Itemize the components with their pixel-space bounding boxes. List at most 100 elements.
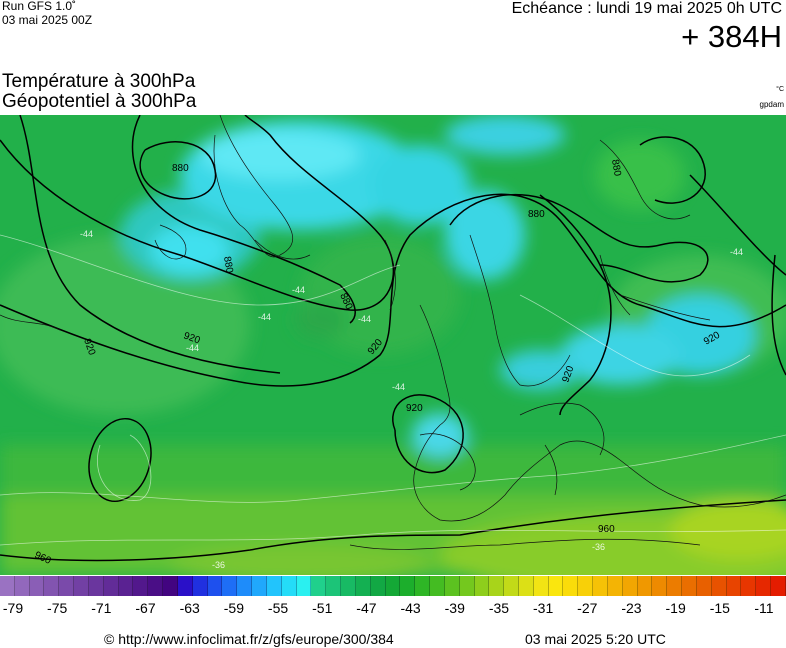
- run-date: 03 mai 2025 00Z: [2, 13, 93, 27]
- colorbar-swatch: [148, 576, 164, 596]
- colorbar-swatch: [726, 576, 742, 596]
- isotherm-label: -44: [186, 343, 199, 353]
- colorbar-swatch: [385, 576, 401, 596]
- colorbar-swatch: [370, 576, 386, 596]
- colorbar-tick-label: -55: [267, 600, 289, 616]
- colorbar-swatch: [29, 576, 45, 596]
- colorbar-swatch: [637, 576, 653, 596]
- colorbar-swatch: [696, 576, 712, 596]
- colorbar-tick-label: -67: [135, 600, 156, 616]
- contour-label: 880: [609, 159, 623, 178]
- footer-copyright-url[interactable]: © http://www.infoclimat.fr/z/gfs/europe/…: [104, 631, 394, 647]
- unit-geopotential: gpdam: [759, 100, 784, 109]
- colorbar-tick-label: -43: [400, 600, 421, 616]
- colorbar-swatch: [237, 576, 253, 596]
- colorbar-tick-label: -75: [47, 600, 68, 616]
- isotherm-label: -36: [592, 542, 605, 552]
- colorbar-swatch: [652, 576, 668, 596]
- map-title-temperature: Température à 300hPa: [2, 71, 196, 92]
- colorbar-swatch: [281, 576, 297, 596]
- colorbar-swatch: [88, 576, 104, 596]
- colorbar-swatch: [133, 576, 149, 596]
- colorbar-tick-label: -63: [179, 600, 200, 616]
- colorbar-tick-label: -51: [312, 600, 333, 616]
- colorbar-swatch: [266, 576, 282, 596]
- weather-map[interactable]: 880 920 880 880 880 920 920 920 920 880 …: [0, 115, 786, 575]
- colorbar-swatch: [711, 576, 727, 596]
- colorbar-tick-label: -35: [488, 600, 510, 616]
- map-title-geopotential: Géopotentiel à 300hPa: [2, 91, 197, 112]
- isotherm-label: -44: [292, 285, 305, 295]
- temperature-colorbar: [0, 576, 786, 596]
- colorbar-tick-label: -19: [665, 600, 686, 616]
- colorbar-swatch: [578, 576, 594, 596]
- isotherm-label: -44: [392, 382, 405, 392]
- colorbar-swatch: [252, 576, 267, 596]
- colorbar-swatch: [607, 576, 623, 596]
- colorbar-tick-label: -31: [532, 600, 554, 616]
- colorbar-swatch: [563, 576, 579, 596]
- isotherm-label: -44: [730, 247, 743, 257]
- coastlines: [0, 115, 786, 550]
- colorbar-tick-label: -11: [754, 600, 774, 616]
- colorbar-swatch: [593, 576, 608, 596]
- valid-time-label: Echéance : lundi 19 mai 2025 0h UTC: [511, 0, 782, 17]
- colorbar-swatch: [296, 576, 312, 596]
- contour-label: 960: [598, 524, 615, 535]
- colorbar-swatch: [222, 576, 238, 596]
- colorbar-swatch: [504, 576, 519, 596]
- colorbar-swatch: [430, 576, 445, 596]
- colorbar-swatch: [756, 576, 772, 596]
- colorbar-swatch: [74, 576, 89, 596]
- colorbar-swatch: [163, 576, 178, 596]
- colorbar-swatch: [518, 576, 534, 596]
- colorbar-swatch: [741, 576, 757, 596]
- colorbar-swatch: [474, 576, 490, 596]
- colorbar-swatch: [682, 576, 697, 596]
- run-label: Run GFS 1.0˚: [2, 0, 77, 13]
- colorbar-tick-label: -71: [91, 600, 112, 616]
- colorbar-swatch: [548, 576, 564, 596]
- isotherm-label: -36: [212, 560, 225, 570]
- colorbar-swatch: [44, 576, 60, 596]
- colorbar-swatch: [59, 576, 75, 596]
- contour-label: 880: [172, 163, 189, 174]
- colorbar-swatch: [444, 576, 460, 596]
- isotherm-labels: -44 -44 -44 -44 -44 -44 -44 -36 -36: [80, 229, 743, 570]
- footer-timestamp: 03 mai 2025 5:20 UTC: [525, 631, 666, 647]
- colorbar-swatch: [192, 576, 208, 596]
- geopotential-contours: [0, 115, 786, 562]
- contour-label: 920: [406, 403, 423, 414]
- contour-label: 880: [221, 256, 235, 275]
- colorbar-swatch: [118, 576, 134, 596]
- contour-label: 880: [528, 209, 545, 220]
- isotherm-lines: [0, 234, 786, 546]
- colorbar-swatch: [533, 576, 549, 596]
- colorbar-swatch: [341, 576, 356, 596]
- colorbar-tick-label: -15: [709, 600, 730, 616]
- colorbar-swatch: [207, 576, 223, 596]
- colorbar-tick-label: -39: [444, 600, 465, 616]
- colorbar-swatch: [0, 576, 15, 596]
- colorbar-swatch: [667, 576, 683, 596]
- colorbar-swatch: [771, 576, 786, 596]
- colorbar-swatch: [311, 576, 327, 596]
- isotherm-label: -44: [258, 312, 271, 322]
- isotherm-label: -44: [80, 229, 93, 239]
- colorbar-swatch: [326, 576, 342, 596]
- colorbar-swatch: [400, 576, 416, 596]
- colorbar-tick-labels: -79 -75 -71 -67 -63 -59 -55 -51 -47 -43 -39 -35 -31 -…: [0, 600, 786, 618]
- colorbar-tick-label: -23: [621, 600, 642, 616]
- colorbar-swatch: [177, 576, 193, 596]
- colorbar-swatch: [459, 576, 475, 596]
- colorbar-tick-label: -59: [223, 600, 244, 616]
- colorbar-swatch: [415, 576, 431, 596]
- colorbar-tick-label: -79: [2, 600, 24, 616]
- colorbar-tick-label: -47: [356, 600, 377, 616]
- colorbar-swatch: [622, 576, 638, 596]
- isotherm-label: -44: [358, 314, 371, 324]
- colorbar-swatch: [14, 576, 30, 596]
- colorbar-swatch: [103, 576, 119, 596]
- colorbar-swatch: [355, 576, 371, 596]
- unit-temperature: °C: [776, 86, 784, 93]
